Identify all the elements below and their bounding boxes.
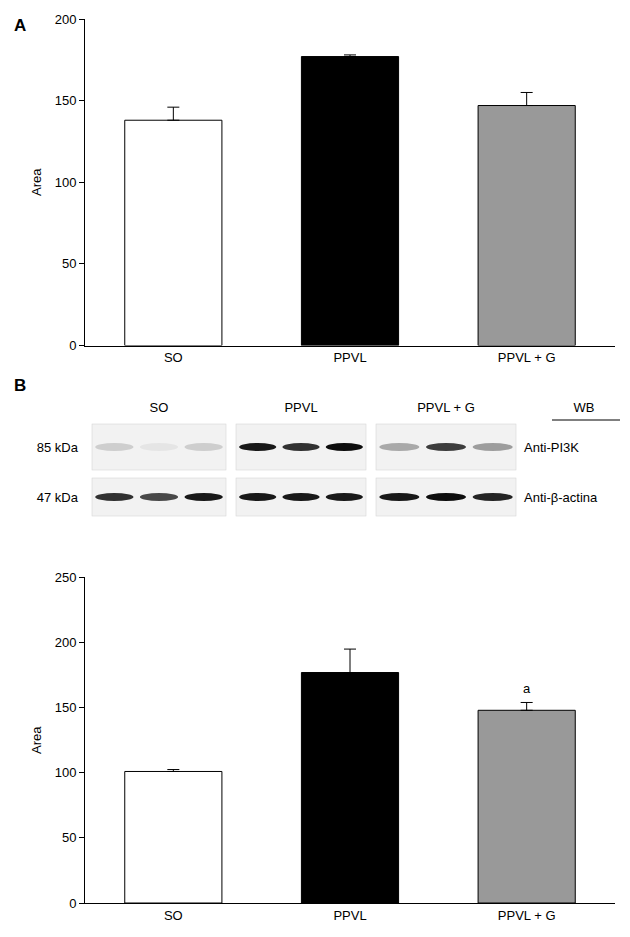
svg-text:PPVL: PPVL bbox=[284, 400, 317, 415]
svg-text:50: 50 bbox=[62, 830, 76, 845]
svg-text:SO: SO bbox=[164, 350, 183, 365]
svg-text:0: 0 bbox=[69, 896, 76, 911]
svg-text:PPVL: PPVL bbox=[333, 350, 366, 365]
svg-text:100: 100 bbox=[55, 175, 77, 190]
svg-text:150: 150 bbox=[55, 700, 77, 715]
svg-text:Anti-β-actina: Anti-β-actina bbox=[524, 490, 598, 505]
svg-text:85 kDa: 85 kDa bbox=[37, 440, 79, 455]
svg-text:0: 0 bbox=[69, 338, 76, 353]
svg-text:250: 250 bbox=[55, 570, 77, 585]
svg-text:PPVL + G: PPVL + G bbox=[498, 350, 556, 365]
svg-text:PPVL + G: PPVL + G bbox=[417, 400, 475, 415]
svg-text:a: a bbox=[523, 681, 531, 696]
svg-text:200: 200 bbox=[55, 12, 77, 27]
svg-text:100: 100 bbox=[55, 765, 77, 780]
svg-text:A: A bbox=[14, 16, 26, 35]
svg-text:Area: Area bbox=[29, 726, 44, 754]
svg-text:PPVL + G: PPVL + G bbox=[498, 908, 556, 923]
svg-text:Area: Area bbox=[29, 168, 44, 196]
svg-text:47 kDa: 47 kDa bbox=[37, 490, 79, 505]
svg-text:PPVL: PPVL bbox=[333, 908, 366, 923]
svg-text:SO: SO bbox=[164, 908, 183, 923]
svg-text:200: 200 bbox=[55, 635, 77, 650]
svg-text:WB: WB bbox=[574, 400, 595, 415]
svg-text:150: 150 bbox=[55, 93, 77, 108]
svg-text:B: B bbox=[14, 376, 26, 395]
svg-text:50: 50 bbox=[62, 256, 76, 271]
svg-text:SO: SO bbox=[150, 400, 169, 415]
svg-text:Anti-PI3K: Anti-PI3K bbox=[524, 440, 579, 455]
